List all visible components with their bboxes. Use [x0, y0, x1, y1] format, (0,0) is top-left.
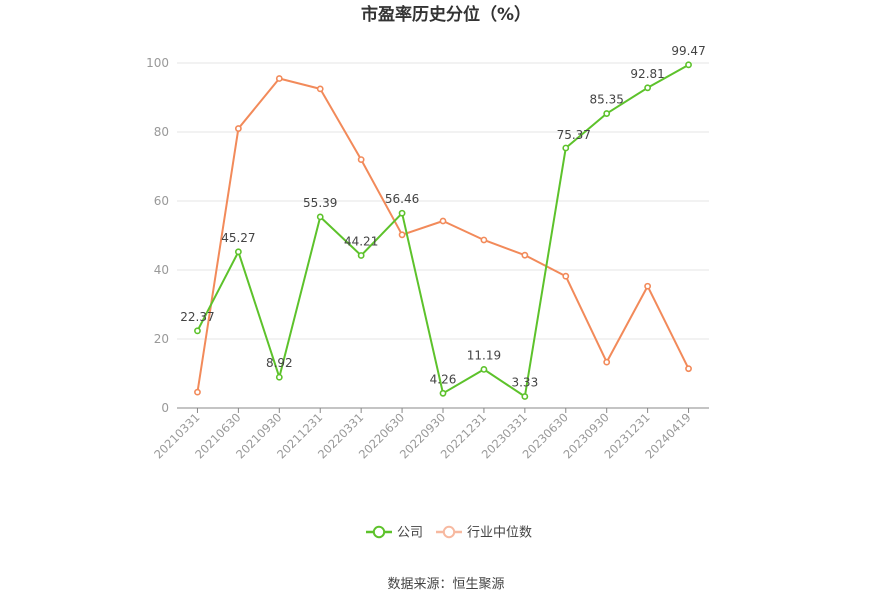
data-point-company [521, 393, 529, 400]
data-point-industry-median [603, 358, 611, 366]
legend-item-industry-median[interactable]: 行业中位数 [436, 526, 532, 541]
data-label-company: 22.37 [180, 310, 214, 324]
data-point-company [316, 213, 324, 221]
series [194, 61, 692, 400]
data-point-industry-median [194, 388, 201, 396]
data-label-company: 44.21 [344, 234, 378, 248]
y-tick-label: 60 [154, 194, 169, 208]
series-line-industry-median [196, 77, 690, 393]
y-tick-label: 20 [154, 332, 169, 346]
data-point-company [644, 84, 652, 92]
data-point-industry-median [480, 236, 488, 244]
data-point-industry-median [234, 125, 242, 132]
data-point-industry-median [398, 231, 406, 239]
data-point-industry-median [521, 251, 529, 259]
legend-marker-swatch [372, 525, 386, 539]
data-point-company [685, 61, 692, 69]
y-tick-label: 0 [161, 401, 169, 415]
data-point-company [603, 110, 611, 117]
y-tick-label: 80 [154, 125, 169, 139]
data-label-company: 56.46 [385, 192, 419, 206]
data-point-company [357, 252, 365, 259]
data-labels: 22.37 45.27 8.92 55.39 44.21 56.46 4.26 11.19 3.… [180, 44, 705, 390]
data-point-company [194, 327, 201, 335]
source-note: 数据来源：恒生聚源 [387, 577, 504, 592]
legend-label: 公司 [397, 526, 423, 541]
data-label-company: 8.92 [266, 356, 293, 370]
data-point-industry-median [316, 85, 324, 93]
data-label-company: 45.27 [221, 231, 255, 245]
data-point-company [398, 209, 406, 217]
chart-title: 市盈率历史分位（%） [361, 4, 531, 25]
y-tick-label: 100 [146, 56, 169, 70]
data-label-company: 55.39 [303, 196, 337, 210]
grid [177, 62, 709, 340]
data-label-company: 75.37 [557, 128, 591, 142]
y-tick-label: 40 [154, 263, 169, 277]
data-label-company: 11.19 [467, 348, 501, 362]
data-point-company [234, 248, 242, 256]
data-point-industry-median [685, 365, 692, 373]
data-point-industry-median [562, 272, 570, 280]
data-point-industry-median [275, 75, 283, 82]
data-point-company [480, 365, 488, 373]
legend-item-company[interactable]: 公司 [366, 526, 423, 541]
data-point-industry-median [644, 282, 652, 290]
data-point-industry-median [439, 217, 447, 225]
data-label-company: 3.33 [511, 376, 538, 390]
legend-label: 行业中位数 [467, 526, 532, 541]
data-point-company [439, 389, 447, 397]
data-point-company [275, 373, 283, 381]
data-point-industry-median [357, 156, 365, 163]
data-label-company: 92.81 [630, 67, 664, 81]
data-label-company: 99.47 [671, 44, 705, 58]
data-label-company: 85.35 [590, 93, 624, 107]
axes: 0204060801002021033120210630202109302021… [146, 56, 709, 462]
data-point-company [562, 144, 570, 152]
legend[interactable]: 公司 行业中位数 [366, 526, 532, 541]
data-label-company: 4.26 [430, 372, 457, 386]
legend-marker-swatch [442, 525, 456, 539]
